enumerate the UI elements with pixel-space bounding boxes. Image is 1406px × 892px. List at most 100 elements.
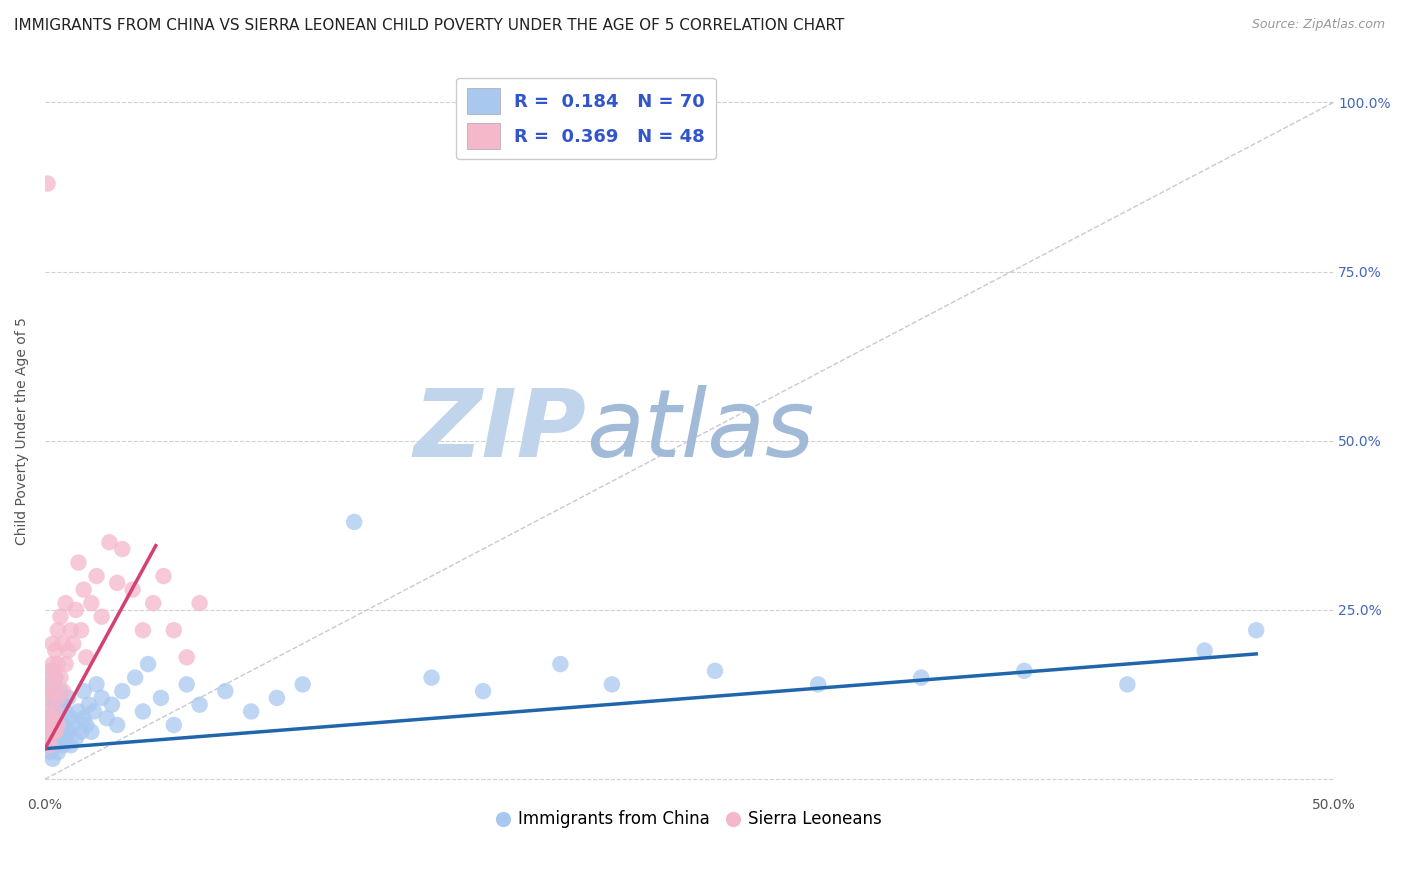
Point (105, 718, 128, 732)
Point (55, 705, 77, 719)
Point (121, 582, 143, 597)
Y-axis label: Child Poverty Under the Age of 5: Child Poverty Under the Age of 5 (15, 317, 30, 544)
Point (96, 711, 118, 725)
Point (52, 684, 75, 698)
Point (86, 677, 108, 691)
Text: ZIP: ZIP (413, 384, 586, 476)
Point (83, 705, 105, 719)
Point (44, 671, 66, 685)
Point (124, 671, 146, 685)
Point (149, 690, 172, 705)
Point (46, 690, 69, 705)
Point (49, 671, 72, 685)
Point (44, 718, 66, 732)
Point (49, 684, 72, 698)
Point (72, 684, 94, 698)
Point (52, 698, 75, 712)
Point (80, 596, 103, 610)
Point (56, 690, 79, 705)
Point (70, 724, 93, 739)
Point (59, 711, 82, 725)
Point (41, 664, 63, 678)
Point (550, 657, 572, 671)
Point (1244, 624, 1267, 638)
Point (41, 657, 63, 671)
Point (37, 718, 59, 732)
Point (132, 705, 155, 719)
Point (132, 624, 155, 638)
Point (163, 718, 186, 732)
Point (37, 677, 59, 691)
Point (49, 609, 72, 624)
Point (136, 657, 159, 671)
Point (46, 690, 69, 705)
Point (420, 671, 443, 685)
Point (39, 664, 62, 678)
Point (39, 745, 62, 759)
Point (472, 684, 495, 698)
Point (188, 698, 211, 712)
Point (46, 718, 69, 732)
Point (37, 705, 59, 719)
Point (111, 541, 134, 556)
Point (37, 731, 59, 746)
Point (142, 596, 165, 610)
Point (65, 603, 87, 617)
Point (75, 650, 97, 665)
Point (55, 596, 77, 610)
Point (55, 657, 77, 671)
Point (41, 684, 63, 698)
Point (41, 705, 63, 719)
Point (98, 535, 121, 549)
Point (46, 731, 69, 746)
Point (52, 718, 75, 732)
Point (72, 582, 94, 597)
Point (49, 724, 72, 739)
Point (65, 731, 87, 746)
Point (80, 724, 103, 739)
Point (55, 731, 77, 746)
Point (46, 745, 69, 759)
Point (46, 657, 69, 671)
Point (111, 684, 134, 698)
Point (41, 711, 63, 725)
Point (291, 677, 314, 691)
Point (39, 739, 62, 753)
Point (37, 177, 59, 191)
Point (62, 718, 84, 732)
Point (600, 677, 623, 691)
Point (86, 569, 108, 583)
Point (59, 624, 82, 638)
Point (101, 698, 124, 712)
Point (37, 690, 59, 705)
Point (39, 711, 62, 725)
Point (44, 705, 66, 719)
Point (163, 624, 186, 638)
Point (152, 569, 174, 583)
Point (41, 724, 63, 739)
Point (70, 624, 93, 638)
Point (67, 705, 90, 719)
Point (176, 677, 198, 691)
Point (52, 637, 75, 651)
Point (266, 690, 288, 705)
Point (39, 690, 62, 705)
Point (41, 724, 63, 739)
Point (176, 650, 198, 665)
Point (39, 731, 62, 746)
Point (41, 637, 63, 651)
Point (214, 684, 236, 698)
Point (77, 698, 100, 712)
Point (56, 643, 79, 657)
Point (59, 739, 82, 753)
Point (39, 677, 62, 691)
Point (46, 711, 69, 725)
Point (72, 711, 94, 725)
Point (67, 556, 90, 570)
Point (704, 664, 727, 678)
Legend: Immigrants from China, Sierra Leoneans: Immigrants from China, Sierra Leoneans (489, 804, 889, 835)
Point (52, 739, 75, 753)
Text: Source: ZipAtlas.com: Source: ZipAtlas.com (1251, 18, 1385, 31)
Point (41, 684, 63, 698)
Point (62, 637, 84, 651)
